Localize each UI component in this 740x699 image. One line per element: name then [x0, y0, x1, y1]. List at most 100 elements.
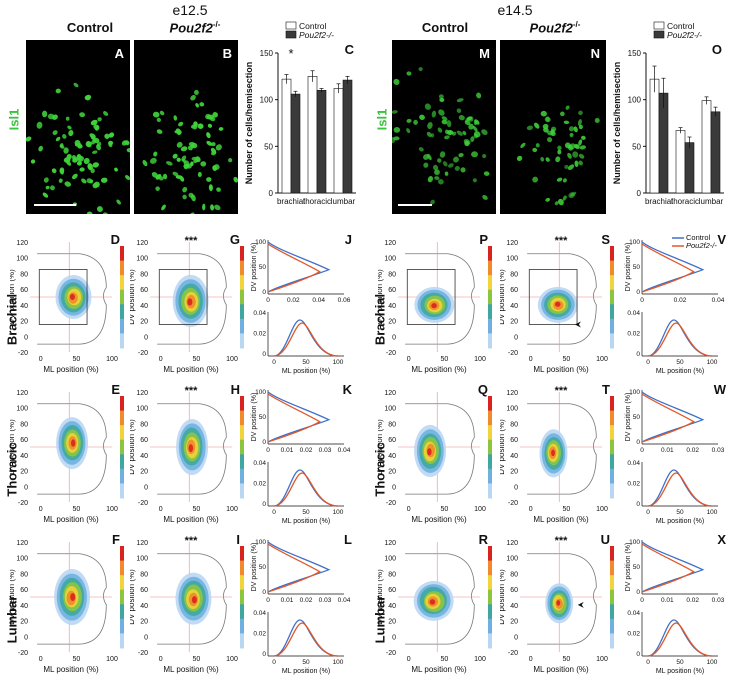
tick-label: 0 — [266, 447, 270, 454]
ml-tick-label: 50 — [440, 656, 448, 663]
dv-tick-label: 100 — [506, 556, 518, 563]
legend-label-control: Control — [686, 233, 711, 242]
density-blob — [172, 274, 209, 327]
ml-axis-label: ML position (%) — [411, 515, 467, 524]
density-blob — [175, 572, 212, 625]
tick-label: 0 — [272, 509, 276, 516]
tick-label: 0.01 — [661, 597, 674, 604]
panel-letter: D — [111, 232, 120, 247]
tick-label: 0.04 — [312, 297, 325, 304]
cord-outline — [405, 403, 475, 495]
significance-mark: *** — [185, 535, 199, 547]
bar-chart-o: 0 50 100 150 Number of cells/hemisection brac… — [612, 21, 724, 206]
legend-label-mutant: Pou2f2-/- — [299, 30, 334, 40]
curve-control — [641, 541, 705, 593]
bar-control — [307, 76, 318, 194]
ml-tick-label: 100 — [596, 656, 608, 663]
dv-axis-label: DV position (%) — [500, 269, 506, 325]
colorbar — [488, 546, 492, 649]
tick-label: 100 — [333, 359, 344, 366]
roi-box — [528, 269, 578, 325]
tick-label: 100 — [333, 509, 344, 516]
category-label: brachial — [277, 197, 305, 206]
curve-control — [267, 541, 331, 593]
ml-tick-label: 50 — [562, 656, 570, 663]
dv-tick-label: 100 — [506, 256, 518, 263]
density-blob — [414, 286, 455, 323]
ml-tick-label: 100 — [474, 356, 486, 363]
legend-label-mutant: Pou2f2-/- — [667, 30, 702, 40]
panel-letter: M — [479, 46, 490, 61]
tick-label: 0 — [266, 297, 270, 304]
tick-label: 0.02 — [287, 297, 300, 304]
tick-label: 50 — [676, 359, 684, 366]
ml-tick-label: 50 — [72, 506, 80, 513]
panel-letter: K — [343, 382, 353, 397]
cord-outline — [157, 253, 227, 345]
dv-tick-label: 40 — [388, 603, 396, 610]
dv-tick-label: -20 — [508, 500, 518, 507]
colorbar — [610, 546, 614, 649]
y-tick-label: 50 — [632, 142, 641, 151]
axis-label: ML position (%) — [282, 668, 330, 675]
y-tick-label: 100 — [628, 96, 642, 105]
dv-tick-label: 80 — [140, 271, 148, 278]
cord-outline — [157, 553, 227, 645]
legend-swatch-mutant — [285, 30, 297, 39]
header-mutant-e14: Pou2f2-/- — [529, 20, 581, 36]
ml-axis-label: ML position (%) — [533, 365, 589, 374]
dv-tick-label: 100 — [136, 256, 148, 263]
dv-tick-label: 80 — [20, 571, 28, 578]
ml-tick-label: 100 — [474, 506, 486, 513]
cord-outline — [37, 253, 107, 345]
dv-tick-label: 60 — [20, 587, 28, 594]
axis-label: DV position (%) — [251, 243, 258, 292]
dv-tick-label: 20 — [20, 469, 28, 476]
ml-tick-label: 0 — [529, 506, 533, 513]
density-blob — [56, 417, 89, 470]
tick-label: 100 — [629, 539, 640, 546]
colorbar — [120, 546, 124, 649]
ml-tick-label: 50 — [562, 506, 570, 513]
tick-label: 0 — [262, 589, 266, 596]
ml-tick-label: 100 — [106, 356, 118, 363]
bar-mutant — [710, 111, 721, 194]
dv-tick-label: 120 — [384, 240, 396, 247]
tick-label: 0.02 — [253, 631, 266, 638]
panel-letter: S — [601, 232, 610, 247]
dv-axis-label: DV position (%) — [500, 569, 506, 625]
tick-label: 0 — [636, 351, 640, 358]
tick-label: 0.01 — [661, 447, 674, 454]
colorbar — [488, 396, 492, 499]
dv-tick-label: 0 — [392, 634, 396, 641]
tick-label: 0.02 — [686, 447, 699, 454]
dv-tick-label: 20 — [140, 619, 148, 626]
dv-tick-label: 60 — [140, 587, 148, 594]
curve-mutant — [273, 622, 339, 657]
tick-label: 0.04 — [627, 460, 640, 467]
y-tick-label: 0 — [637, 189, 642, 198]
dv-tick-label: 40 — [140, 303, 148, 310]
tick-label: 50 — [259, 414, 267, 421]
axis-label: ML position (%) — [656, 668, 704, 675]
tick-label: 100 — [333, 659, 344, 666]
density-blob — [537, 286, 578, 323]
dv-axis-label: DV position (%) — [378, 419, 384, 475]
tick-label: 0.02 — [253, 331, 266, 338]
panel-letter: E — [111, 382, 120, 397]
y-axis-label: Number of cells/hemisection — [244, 62, 254, 185]
axis-label: DV position (%) — [625, 393, 632, 442]
tick-label: 100 — [629, 239, 640, 246]
dv-axis-label: DV position (%) — [130, 269, 136, 325]
ml-tick-label: 50 — [562, 356, 570, 363]
cell-cluster — [142, 89, 238, 214]
cell-field — [392, 67, 490, 205]
tick-label: 100 — [707, 359, 718, 366]
density-blob — [539, 429, 568, 478]
ml-tick-label: 0 — [407, 506, 411, 513]
tick-label: 0 — [266, 597, 270, 604]
